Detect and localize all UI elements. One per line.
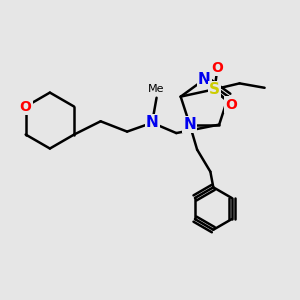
Text: N: N [198,72,211,87]
Text: O: O [20,100,32,114]
Text: Me: Me [148,84,165,94]
Text: N: N [183,117,196,132]
Text: S: S [209,82,220,97]
Text: O: O [225,98,237,112]
Text: N: N [146,115,158,130]
Text: O: O [212,61,224,75]
